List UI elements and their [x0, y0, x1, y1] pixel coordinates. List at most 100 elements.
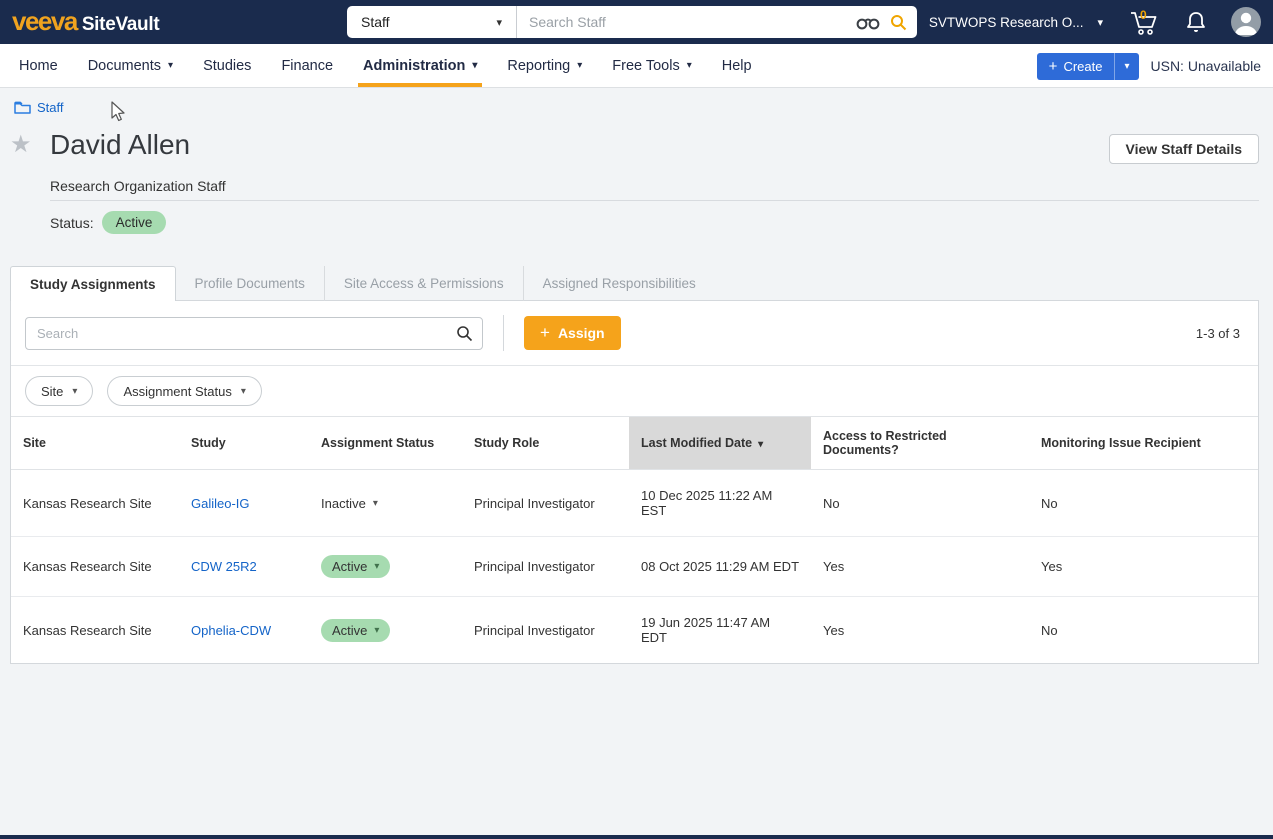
- nav-right: + Create ▾ USN: Unavailable: [1037, 44, 1261, 88]
- column-header-access-to-restricted-documents[interactable]: Access to Restricted Documents?: [811, 417, 1029, 470]
- filter-label: Assignment Status: [123, 384, 231, 399]
- notifications-bell-icon[interactable]: [1185, 10, 1207, 34]
- binoculars-icon[interactable]: [856, 14, 880, 30]
- assignment-status-value: Active: [332, 623, 367, 638]
- study-assignments-panel: + Assign 1-3 of 3 Site▾Assignment Status…: [10, 300, 1259, 664]
- study-role-cell: Principal Investigator: [462, 597, 629, 664]
- nav-item-label: Documents: [88, 58, 161, 74]
- nav-item-studies[interactable]: Studies: [188, 44, 266, 87]
- tab-profile-documents[interactable]: Profile Documents: [176, 266, 324, 301]
- chevron-down-icon: ▾: [758, 439, 763, 450]
- study-link[interactable]: CDW 25R2: [191, 559, 257, 574]
- create-split-button[interactable]: + Create ▾: [1037, 53, 1139, 80]
- favorite-star-icon[interactable]: ★: [10, 133, 32, 157]
- chevron-down-icon: ▾: [577, 60, 582, 71]
- column-header-label: Access to Restricted Documents?: [823, 429, 947, 457]
- restricted-access-cell: Yes: [811, 597, 1029, 664]
- page-subtitle: Research Organization Staff: [50, 178, 226, 194]
- column-header-study[interactable]: Study: [179, 417, 309, 470]
- nav-item-documents[interactable]: Documents ▾: [73, 44, 188, 87]
- create-button[interactable]: + Create: [1037, 53, 1115, 80]
- assignment-status-value: Active: [332, 559, 367, 574]
- tab-site-access-permissions[interactable]: Site Access & Permissions: [324, 266, 523, 301]
- status-label: Status:: [50, 215, 94, 231]
- study-link[interactable]: Galileo-IG: [191, 496, 250, 511]
- veeva-sitevault-logo[interactable]: veeva SiteVault: [12, 8, 159, 36]
- view-staff-details-button[interactable]: View Staff Details: [1109, 134, 1259, 164]
- column-header-label: Study Role: [474, 436, 539, 450]
- study-assignments-table: Site Study Assignment Status Study Role Last…: [11, 416, 1258, 663]
- nav-item-finance[interactable]: Finance: [266, 44, 348, 87]
- app-window: veeva SiteVault Staff ▾ SVTWOPS Research…: [0, 0, 1273, 839]
- search-icon[interactable]: [890, 14, 907, 31]
- last-modified-cell: 19 Jun 2025 11:47 AM EDT: [629, 597, 811, 664]
- global-search-input[interactable]: [517, 6, 856, 38]
- table-header-row: Site Study Assignment Status Study Role Last…: [11, 417, 1258, 470]
- tab-study-assignments[interactable]: Study Assignments: [10, 266, 176, 301]
- search-icon[interactable]: [456, 325, 473, 347]
- org-selector[interactable]: SVTWOPS Research O... ▾: [929, 15, 1103, 30]
- pagination-range-label: 1-3 of 3: [1196, 326, 1244, 341]
- top-bar-right: SVTWOPS Research O... ▾ 0: [929, 0, 1261, 44]
- assignment-status-cell: Active▾: [309, 597, 462, 664]
- column-header-last-modified-date[interactable]: Last Modified Date▾: [629, 417, 811, 470]
- assignment-status-cell: Inactive▾: [309, 470, 462, 537]
- nav-item-label: Home: [19, 58, 58, 74]
- sitevault-logo-text: SiteVault: [82, 14, 160, 36]
- table-row: Kansas Research SiteOphelia-CDWActive▾Pr…: [11, 597, 1258, 664]
- assignment-status-value: Inactive: [321, 496, 366, 511]
- column-header-assignment-status[interactable]: Assignment Status: [309, 417, 462, 470]
- plus-icon: +: [540, 323, 550, 343]
- assignment-status-select[interactable]: Active▾: [321, 619, 390, 642]
- header-divider: [50, 200, 1259, 201]
- search-scope-select[interactable]: Staff ▾: [347, 6, 517, 38]
- nav-item-reporting[interactable]: Reporting▾: [492, 44, 597, 87]
- assignment-status-select[interactable]: Active▾: [321, 555, 390, 578]
- usn-status-label: USN: Unavailable: [1151, 58, 1262, 74]
- search-scope-value: Staff: [361, 14, 390, 30]
- monitoring-recipient-cell: No: [1029, 470, 1258, 537]
- assignment-status-cell: Active▾: [309, 537, 462, 597]
- column-header-study-role[interactable]: Study Role: [462, 417, 629, 470]
- study-role-cell: Principal Investigator: [462, 537, 629, 597]
- status-badge: Active: [102, 211, 167, 234]
- study-cell: Ophelia-CDW: [179, 597, 309, 664]
- plus-icon: +: [1049, 58, 1058, 75]
- study-cell: Galileo-IG: [179, 470, 309, 537]
- tab-bar: Study AssignmentsProfile DocumentsSite A…: [10, 266, 715, 301]
- tab-assigned-responsibilities[interactable]: Assigned Responsibilities: [523, 266, 715, 301]
- nav-item-free-tools[interactable]: Free Tools▾: [597, 44, 706, 87]
- filter-bar: Site▾ Assignment Status▾: [11, 365, 1258, 416]
- study-link[interactable]: Ophelia-CDW: [191, 623, 271, 638]
- breadcrumb[interactable]: Staff: [14, 100, 64, 115]
- create-button-label: Create: [1063, 59, 1102, 74]
- chevron-down-icon: ▾: [168, 60, 173, 71]
- site-cell: Kansas Research Site: [11, 470, 179, 537]
- user-avatar[interactable]: [1231, 7, 1261, 37]
- nav-item-help[interactable]: Help: [707, 44, 767, 87]
- filter-assignment-status[interactable]: Assignment Status▾: [107, 376, 261, 406]
- table-row: Kansas Research Site Galileo-IG Inactive▾ P…: [11, 470, 1258, 537]
- assign-button[interactable]: + Assign: [524, 316, 621, 350]
- nav-item-label: Administration: [363, 58, 465, 74]
- nav-item-home[interactable]: Home: [4, 44, 73, 87]
- toolbar-divider: [503, 315, 504, 351]
- nav-item-administration[interactable]: Administration▾: [348, 44, 492, 87]
- page-title: David Allen: [50, 129, 190, 161]
- panel-toolbar: + Assign 1-3 of 3: [11, 301, 1258, 365]
- global-search-group: Staff ▾: [347, 6, 917, 38]
- create-dropdown-toggle[interactable]: ▾: [1114, 53, 1138, 80]
- study-role-cell: Principal Investigator: [462, 470, 629, 537]
- filter-site[interactable]: Site▾: [25, 376, 93, 406]
- table-search-input[interactable]: [25, 317, 483, 350]
- mouse-cursor: [110, 101, 126, 123]
- column-header-monitoring-issue-recipient[interactable]: Monitoring Issue Recipient: [1029, 417, 1258, 470]
- breadcrumb-staff-link[interactable]: Staff: [37, 100, 64, 115]
- cart-button[interactable]: 0: [1127, 7, 1161, 37]
- assign-button-label: Assign: [558, 325, 605, 341]
- table-row: Kansas Research Site CDW 25R2 Active▾ Princ…: [11, 537, 1258, 597]
- site-cell: Kansas Research Site: [11, 537, 179, 597]
- column-header-site[interactable]: Site: [11, 417, 179, 470]
- column-header-label: Study: [191, 436, 226, 450]
- assignment-status-select[interactable]: Inactive▾: [321, 496, 378, 511]
